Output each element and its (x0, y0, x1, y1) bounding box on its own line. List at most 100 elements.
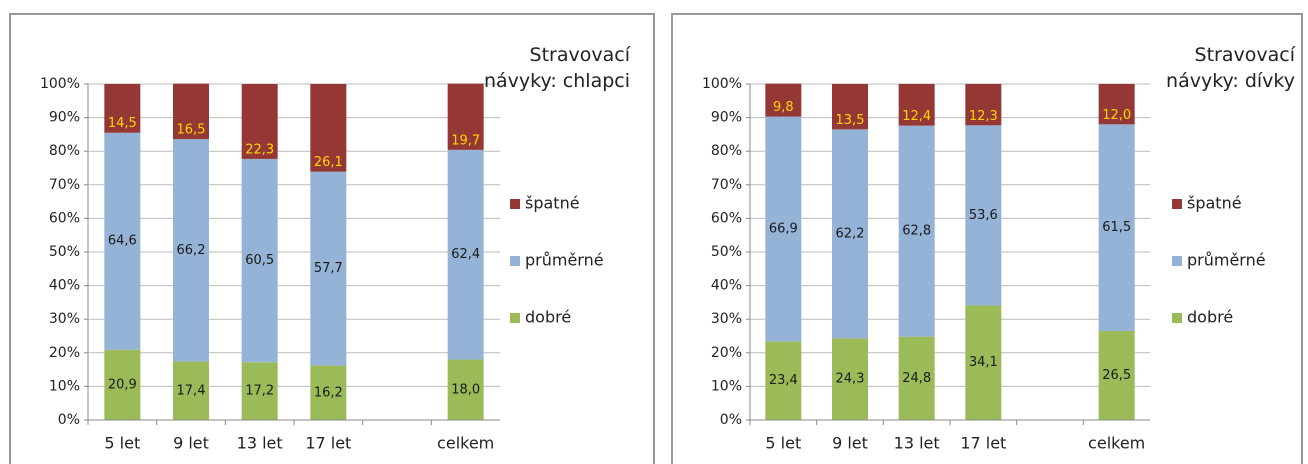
x-tick-label: 13 let (237, 434, 283, 453)
value-label: 26,5 (1102, 368, 1131, 383)
bar-segment (173, 83, 209, 140)
value-label: 13,5 (836, 113, 865, 128)
bar-segment (898, 84, 935, 126)
bar-segment (1098, 84, 1135, 125)
value-label: 16,2 (314, 385, 343, 400)
value-label: 62,2 (836, 226, 865, 241)
bar-segment (241, 158, 278, 363)
bar-segment (173, 139, 209, 362)
bar-segment (241, 362, 278, 420)
bar-segment (832, 338, 868, 420)
value-label: 14,5 (108, 116, 137, 131)
bar-segment (241, 84, 278, 159)
y-tick-label: 90% (49, 110, 80, 126)
y-tick-label: 70% (711, 177, 742, 193)
value-label: 62,8 (902, 224, 931, 239)
y-tick-label: 10% (49, 378, 80, 394)
legend-label: průměrné (1187, 251, 1266, 270)
chart-title: Stravovací návyky: chlapci (484, 44, 630, 92)
bar-segment (832, 129, 868, 339)
y-tick-label: 10% (711, 378, 742, 394)
legend-label: dobré (1187, 308, 1233, 327)
y-tick-label: 100% (702, 76, 742, 92)
value-label: 18,0 (451, 382, 480, 397)
value-label: 64,6 (108, 234, 137, 249)
chart-title: Stravovací návyky: dívky (1166, 44, 1295, 92)
x-tick-label: 9 let (832, 434, 868, 453)
legend-label: špatné (1187, 194, 1242, 213)
y-tick-label: 80% (49, 143, 80, 159)
y-tick-label: 20% (49, 345, 80, 361)
value-label: 60,5 (245, 253, 274, 268)
x-tick-label: 17 let (960, 434, 1006, 453)
y-tick-label: 0% (720, 412, 742, 428)
legend-swatch (1172, 199, 1182, 209)
legend-swatch (1172, 313, 1182, 323)
y-tick-label: 30% (49, 311, 80, 327)
value-label: 9,8 (773, 100, 794, 115)
y-tick-label: 40% (711, 278, 742, 294)
bar-segment (965, 84, 1002, 126)
legend-label: špatné (525, 194, 580, 213)
value-label: 17,4 (177, 383, 206, 398)
value-label: 20,9 (108, 377, 137, 392)
legend-label: průměrné (525, 251, 604, 270)
bar-segment (447, 359, 484, 420)
x-tick-label: 13 let (894, 434, 940, 453)
value-label: 12,3 (969, 109, 998, 124)
y-tick-label: 60% (49, 210, 80, 226)
value-label: 26,1 (314, 155, 343, 170)
bar-segment (310, 365, 347, 420)
legend-swatch (510, 199, 520, 209)
y-tick-label: 80% (711, 143, 742, 159)
value-label: 66,2 (177, 243, 206, 258)
value-label: 57,7 (314, 261, 343, 276)
x-tick-label: celkem (437, 434, 494, 453)
bar-segment (104, 84, 141, 133)
bar-segment (832, 84, 868, 130)
bar-segment (765, 83, 802, 117)
x-tick-label: 9 let (173, 434, 209, 453)
value-label: 16,5 (177, 123, 206, 138)
y-tick-label: 20% (711, 345, 742, 361)
value-label: 17,2 (245, 384, 274, 399)
y-tick-label: 60% (711, 210, 742, 226)
bar-segment (447, 149, 484, 360)
x-tick-label: 5 let (104, 434, 140, 453)
value-label: 23,4 (769, 373, 798, 388)
bar-segment (765, 341, 802, 420)
value-label: 22,3 (245, 142, 274, 157)
value-label: 19,7 (451, 133, 480, 148)
value-label: 53,6 (969, 208, 998, 223)
y-tick-label: 100% (40, 76, 80, 92)
bar-segment (310, 84, 347, 172)
x-tick-label: 17 let (305, 434, 351, 453)
bar-segment (965, 305, 1002, 420)
y-tick-label: 30% (711, 311, 742, 327)
y-tick-label: 50% (711, 244, 742, 260)
bar-segment (965, 125, 1002, 306)
bar-segment (447, 83, 484, 150)
y-tick-label: 40% (49, 278, 80, 294)
legend-swatch (510, 313, 520, 323)
value-label: 12,0 (1102, 108, 1131, 123)
x-tick-label: celkem (1088, 434, 1145, 453)
legend-swatch (510, 256, 520, 266)
legend-label: dobré (525, 308, 571, 327)
bar-segment (104, 349, 141, 420)
value-label: 62,4 (451, 247, 480, 262)
y-tick-label: 0% (58, 412, 80, 428)
bar-segment (898, 125, 935, 337)
y-tick-label: 90% (711, 110, 742, 126)
legend-swatch (1172, 256, 1182, 266)
bar-segment (898, 336, 935, 420)
value-label: 12,4 (902, 109, 931, 124)
bar-segment (765, 116, 802, 342)
bar-segment (310, 171, 347, 366)
value-label: 34,1 (969, 355, 998, 370)
y-tick-label: 50% (49, 244, 80, 260)
value-label: 24,3 (836, 372, 865, 387)
value-label: 61,5 (1102, 220, 1131, 235)
